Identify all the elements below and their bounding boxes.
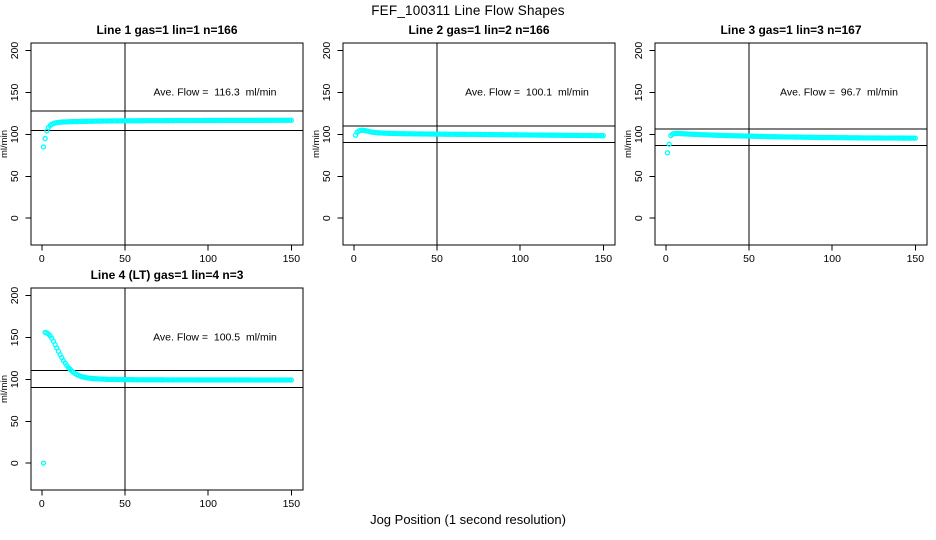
x-tick-label: 0 <box>39 253 45 263</box>
y-tick-label: 0 <box>9 460 21 466</box>
x-tick-label: 0 <box>663 253 669 263</box>
subplot-svg-3: Line 3 gas=1 lin=3 n=167 0 50 100 150 0 50 100 1… <box>623 23 928 265</box>
y-tick-label: 200 <box>9 287 21 305</box>
y-axis-title: ml/min <box>312 130 322 158</box>
subplot-svg-1: Line 1 gas=1 lin=1 n=166 0 50 100 150 0 50 100 1… <box>0 23 304 265</box>
subplot-panel-2: Line 2 gas=1 lin=2 n=166 0 50 100 150 0 50 100 1… <box>311 18 624 268</box>
subplot-panel-1: Line 1 gas=1 lin=1 n=166 0 50 100 150 0 50 100 1… <box>0 18 312 268</box>
plot-box <box>342 42 616 246</box>
x-tick-label: 50 <box>743 253 755 263</box>
data-point <box>664 150 671 156</box>
data-point <box>600 133 607 139</box>
x-tick-label: 100 <box>199 253 217 263</box>
data-point <box>288 377 295 383</box>
y-tick-label: 100 <box>321 125 333 143</box>
x-tick-label: 100 <box>199 498 217 508</box>
panel-title: Line 2 gas=1 lin=2 n=166 <box>408 23 549 37</box>
ave-flow-annotation: Ave. Flow = 96.7 ml/min <box>780 86 898 98</box>
y-tick-label: 0 <box>321 215 333 221</box>
data-point <box>288 117 295 123</box>
data-point <box>666 141 672 147</box>
y-tick-label: 100 <box>9 125 21 143</box>
y-tick-label: 50 <box>9 170 21 182</box>
x-tick-label: 50 <box>431 253 443 263</box>
chart-title: FEF_100311 Line Flow Shapes <box>371 3 565 18</box>
plot-box <box>30 287 304 491</box>
x-tick-label: 50 <box>119 253 131 263</box>
y-tick-label: 200 <box>633 42 645 60</box>
y-tick-label: 50 <box>321 170 333 182</box>
ave-flow-annotation: Ave. Flow = 116.3 ml/min <box>153 86 276 98</box>
y-axis-title: ml/min <box>0 375 10 403</box>
x-tick-label: 150 <box>283 253 301 263</box>
plot-box <box>654 42 928 246</box>
y-tick-label: 0 <box>633 215 645 221</box>
x-tick-label: 0 <box>39 498 45 508</box>
data-points <box>352 127 607 139</box>
data-point <box>40 460 47 466</box>
data-points <box>664 130 919 156</box>
y-tick-label: 50 <box>9 415 21 427</box>
y-tick-label: 150 <box>633 84 645 102</box>
ave-flow-annotation: Ave. Flow = 100.5 ml/min <box>153 331 277 343</box>
panel-title: Line 1 gas=1 lin=1 n=166 <box>96 23 237 37</box>
data-point <box>40 144 47 150</box>
y-axis-title: ml/min <box>0 130 10 158</box>
x-tick-label: 0 <box>351 253 357 263</box>
y-tick-label: 0 <box>9 215 21 221</box>
y-tick-label: 150 <box>9 329 21 347</box>
subplot-panel-4: Line 4 (LT) gas=1 lin=4 n=3 0 50 100 150 0 50 1… <box>0 263 312 513</box>
panel-title: Line 4 (LT) gas=1 lin=4 n=3 <box>91 268 244 282</box>
x-axis-label: Jog Position (1 second resolution) <box>370 512 566 527</box>
data-points <box>40 329 295 466</box>
y-tick-label: 200 <box>9 42 21 60</box>
y-tick-label: 150 <box>321 84 333 102</box>
y-tick-label: 100 <box>9 370 21 388</box>
y-tick-label: 150 <box>9 84 21 102</box>
x-tick-label: 50 <box>119 498 131 508</box>
x-tick-label: 150 <box>595 253 613 263</box>
subplot-svg-4: Line 4 (LT) gas=1 lin=4 n=3 0 50 100 150 0 50 1… <box>0 268 304 510</box>
data-point <box>912 135 919 141</box>
panel-title: Line 3 gas=1 lin=3 n=167 <box>720 23 861 37</box>
subplot-svg-2: Line 2 gas=1 lin=2 n=166 0 50 100 150 0 50 100 1… <box>311 23 616 265</box>
x-tick-label: 100 <box>823 253 841 263</box>
data-points <box>40 117 295 150</box>
y-tick-label: 50 <box>633 170 645 182</box>
y-axis-title: ml/min <box>624 130 634 158</box>
x-tick-label: 150 <box>283 498 301 508</box>
y-tick-label: 200 <box>321 42 333 60</box>
x-tick-label: 150 <box>907 253 925 263</box>
ave-flow-annotation: Ave. Flow = 100.1 ml/min <box>465 86 589 98</box>
y-tick-label: 100 <box>633 125 645 143</box>
subplot-panel-3: Line 3 gas=1 lin=3 n=167 0 50 100 150 0 50 100 1… <box>623 18 936 268</box>
plot-box <box>30 42 304 246</box>
data-point <box>42 135 48 142</box>
x-tick-label: 100 <box>511 253 529 263</box>
